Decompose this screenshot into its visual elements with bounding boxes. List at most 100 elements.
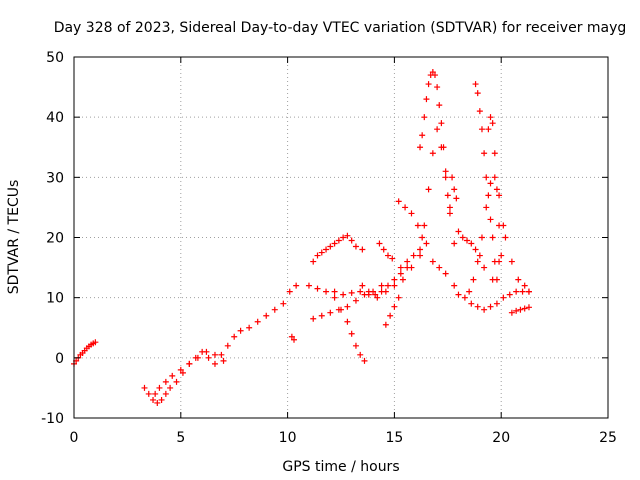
y-tick-label: 30: [46, 170, 64, 186]
data-point: [436, 102, 443, 109]
data-point: [391, 282, 398, 289]
data-point: [156, 384, 163, 391]
data-point: [280, 300, 287, 307]
data-point: [359, 246, 366, 253]
data-point: [468, 240, 475, 247]
data-point: [399, 276, 406, 283]
data-point: [453, 195, 460, 202]
data-point: [286, 288, 293, 295]
data-point: [496, 258, 503, 265]
x-tick-label: 10: [279, 430, 297, 446]
data-point: [314, 252, 321, 259]
series-arc-23: [508, 304, 532, 316]
data-point: [387, 312, 394, 319]
data-point: [449, 174, 456, 181]
data-point: [372, 291, 379, 298]
data-point: [145, 390, 152, 397]
data-point: [425, 186, 432, 193]
data-point: [434, 84, 441, 91]
data-point: [404, 264, 411, 271]
data-point: [508, 258, 515, 265]
data-point: [470, 276, 477, 283]
data-point: [169, 372, 176, 379]
data-point: [254, 318, 261, 325]
y-tick-label: 20: [46, 231, 64, 247]
data-point: [162, 390, 169, 397]
data-point: [478, 234, 485, 241]
x-tick-label: 5: [176, 430, 185, 446]
data-point: [310, 258, 317, 265]
data-point: [231, 333, 238, 340]
data-point: [519, 288, 526, 295]
data-point: [474, 258, 481, 265]
data-point: [483, 174, 490, 181]
data-point: [310, 315, 317, 322]
data-point: [205, 354, 212, 361]
series-arc-16: [449, 174, 460, 202]
y-tick-label: 40: [46, 110, 64, 126]
data-point: [331, 294, 338, 301]
data-point: [211, 360, 218, 367]
data-point: [365, 288, 372, 295]
data-point: [395, 198, 402, 205]
series-arc-14: [417, 69, 453, 217]
data-point: [429, 258, 436, 265]
data-point: [431, 72, 438, 79]
data-point: [374, 294, 381, 301]
data-point: [468, 300, 475, 307]
series-arc-13: [397, 240, 458, 289]
chart-title: Day 328 of 2023, Sidereal Day-to-day VTE…: [54, 20, 627, 36]
data-point: [352, 243, 359, 250]
data-point: [203, 348, 210, 355]
data-point: [361, 357, 368, 364]
data-point: [162, 378, 169, 385]
data-point: [158, 396, 165, 403]
data-point: [489, 234, 496, 241]
data-point: [496, 192, 503, 199]
data-point: [481, 264, 488, 271]
data-point: [318, 249, 325, 256]
data-point: [220, 357, 227, 364]
data-point: [419, 132, 426, 139]
data-point: [288, 333, 295, 340]
data-point: [391, 303, 398, 310]
data-point: [500, 294, 507, 301]
data-point: [472, 246, 479, 253]
data-point: [305, 282, 312, 289]
series-arc-3: [152, 348, 227, 397]
series-arc-12: [395, 198, 426, 241]
data-point: [474, 303, 481, 310]
series-arc-22: [489, 234, 532, 295]
data-point: [485, 192, 492, 199]
y-tick-label: 10: [46, 291, 64, 307]
data-point: [421, 222, 428, 229]
data-point: [481, 150, 488, 157]
data-point: [508, 309, 515, 316]
data-point: [487, 216, 494, 223]
data-point: [271, 306, 278, 313]
data-point: [344, 318, 351, 325]
data-point: [376, 240, 383, 247]
data-point: [487, 303, 494, 310]
series-arc-21: [485, 114, 505, 259]
data-point: [506, 291, 513, 298]
data-point: [476, 108, 483, 115]
series-arc-9: [359, 264, 411, 298]
data-point: [357, 288, 364, 295]
data-point: [186, 360, 193, 367]
data-point: [340, 291, 347, 298]
series-arc-20: [472, 81, 500, 283]
data-point: [421, 114, 428, 121]
data-point: [444, 192, 451, 199]
data-point: [438, 120, 445, 127]
data-point: [378, 288, 385, 295]
data-point: [378, 282, 385, 289]
series-arc-2: [141, 282, 300, 406]
data-point: [237, 327, 244, 334]
y-tick-label: 0: [55, 351, 64, 367]
data-point: [417, 246, 424, 253]
data-point: [246, 324, 253, 331]
data-point: [389, 255, 396, 262]
data-point: [380, 246, 387, 253]
